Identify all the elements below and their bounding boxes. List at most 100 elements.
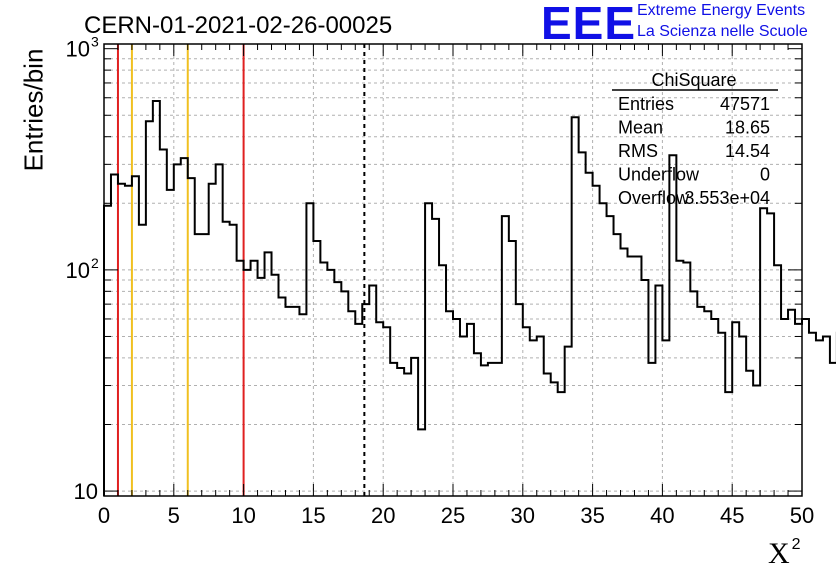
x-axis-label-text: X [768,537,790,570]
histogram-bin [125,186,132,496]
histogram-bin [614,234,621,496]
logo-line-1: Extreme Energy Events [637,2,806,19]
histogram-bin [167,190,174,496]
histogram-bin [202,234,209,496]
x-axis-label-superscript: 2 [791,536,801,553]
histogram-bin [676,261,683,496]
histogram-bin [683,262,690,496]
histogram-bin [655,285,662,496]
histogram-bin [292,307,299,496]
histogram-bin [230,225,237,496]
histogram-bin [306,203,313,496]
histogram-bin [411,358,418,496]
x-tick-label: 20 [371,503,395,528]
histogram-bin [565,347,572,496]
histogram-bin [341,291,348,496]
histogram-bin [662,340,669,496]
histogram-bin [244,270,251,496]
histogram-bin [495,363,502,496]
stats-row-label: Mean [618,118,663,138]
histogram-bin [160,150,167,496]
stats-row-value: 14.54 [725,141,770,161]
grid-lines [104,44,802,496]
stats-row-value: 3.553e+04 [684,188,770,208]
y-tick-label: 10 [66,258,90,283]
histogram-bin [781,319,788,496]
eee-logo-mark: EEE [541,0,637,49]
histogram-bin [188,178,195,496]
histogram-bin [272,275,279,496]
histogram-bin [711,319,718,496]
histogram-bin [446,311,453,496]
histogram-bin [558,392,565,496]
histogram-bin [816,340,823,496]
stats-row-label: RMS [618,141,658,161]
stats-box: ChiSquare Entries 47571 Mean 18.65 RMS 14.54 Un… [612,70,778,208]
histogram-bin [739,336,746,496]
x-tick-label: 15 [301,503,325,528]
y-tick-label: 10 [66,37,90,62]
histogram-outline [103,100,836,496]
histogram-bin [369,285,376,496]
eee-logo: EEE Extreme Energy Events La Scienza nel… [541,0,836,46]
stats-row-label: Entries [618,94,674,114]
histogram-bin [634,256,641,496]
histogram-bin [104,206,111,496]
histogram-bin [718,333,725,496]
logo-line-2: La Scienza nelle Scuole [637,23,808,40]
histogram-bin [579,152,586,496]
histogram-bin [237,261,244,496]
histogram-bin [223,222,230,496]
histogram-bin [648,363,655,496]
chart-title: CERN-01-2021-02-26-00025 [84,12,393,39]
histogram-bin [732,322,739,496]
histogram-bin [509,241,516,496]
histogram-bin [216,164,223,496]
histogram-bin [383,327,390,496]
histogram-bin [502,216,509,496]
histogram-bin [404,374,411,496]
histogram-bin [376,322,383,496]
histogram-bin [725,392,732,496]
histogram-bin [537,336,544,496]
histogram-bin [551,382,558,496]
histogram-bin [488,363,495,496]
histogram-bin [397,368,404,496]
x-tick-label: 40 [650,503,674,528]
histogram-bins [103,100,836,496]
histogram-bin [760,208,767,496]
histogram-bin [251,261,258,496]
histogram-bin [474,353,481,496]
histogram-bin [600,203,607,496]
histogram-bin [467,324,474,496]
histogram-bin [334,282,341,496]
histogram-bin [746,371,753,496]
histogram-bin [530,340,537,496]
histogram-bin [593,186,600,496]
histogram-bin [453,319,460,496]
histogram-bin [516,304,523,496]
histogram-bin [362,304,369,496]
stats-row-label: Underflow [618,165,700,185]
histogram-bin [174,164,181,496]
x-tick-label: 30 [511,503,535,528]
histogram-bin [788,310,795,496]
histogram-bin [481,365,488,496]
histogram-bin [327,270,334,496]
histogram-bin [195,234,202,496]
histogram-bin [209,184,216,496]
histogram-bin [132,176,139,496]
histogram-bin [809,333,816,496]
stats-row-label: Overflow [618,188,690,208]
histogram-bin [299,314,306,496]
x-tick-label: 0 [98,503,110,528]
histogram-bin [802,319,809,496]
x-tick-label: 45 [720,503,744,528]
histogram-bin [628,256,635,496]
histogram-bin [118,184,125,496]
histogram-bin [153,101,160,496]
histogram-bin [390,363,397,496]
y-tick-exponent: 2 [91,255,99,271]
